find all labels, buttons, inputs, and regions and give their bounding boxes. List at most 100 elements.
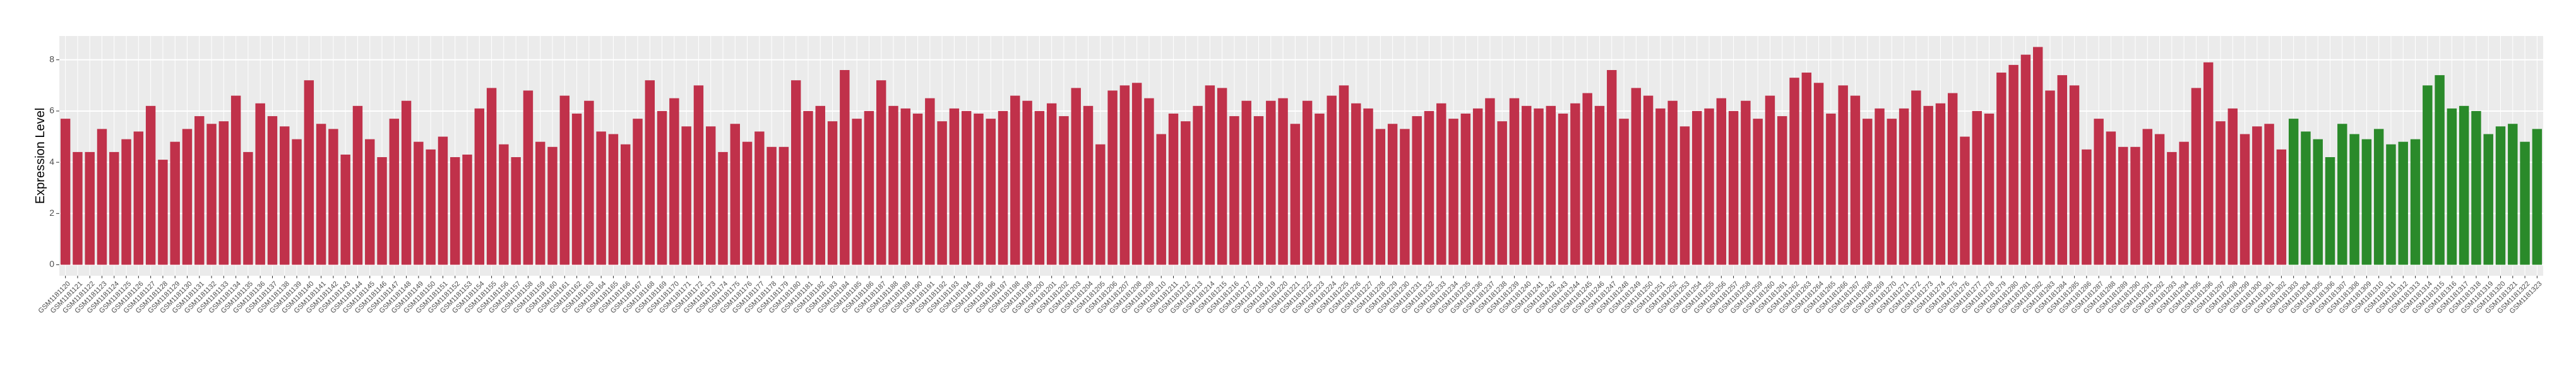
bar [1582,93,1592,265]
bar [1594,105,1605,265]
bar [1679,126,1690,265]
bar [2118,146,2128,265]
bar [2301,131,2311,265]
bar [888,105,898,265]
bar [2094,119,2104,265]
bar [1850,95,1861,265]
bar [2264,124,2274,265]
bar [608,134,619,265]
bar [2008,64,2018,265]
bar [852,119,862,265]
bar [1472,108,1483,265]
bar [2154,134,2165,265]
bar [1534,108,1544,265]
bar [681,126,691,265]
bar [1144,98,1154,265]
bar [1826,114,1836,265]
bar [1911,90,1921,265]
bar [1619,119,1629,265]
bar [1083,105,1094,265]
bar [1777,116,1787,265]
bar [1022,100,1032,265]
bar [1887,119,1897,265]
bar [1278,98,1288,265]
bar [401,100,412,265]
bar [2495,126,2506,265]
bar [876,80,886,265]
bar [486,88,497,265]
bar [937,121,947,265]
bar [1424,110,1434,265]
bar [1217,88,1227,265]
bar [2179,141,2189,265]
bar [182,129,193,265]
bar [267,116,278,265]
bar [1156,134,1166,265]
bar [109,151,119,265]
bar [1984,114,1995,265]
bar [693,85,704,265]
bar [584,100,594,265]
bar [1363,108,1373,265]
bar [1875,108,1885,265]
bar [2020,54,2031,265]
bar [2483,134,2493,265]
bar [2142,129,2152,265]
bar [462,154,472,265]
bar [292,139,302,265]
bar [377,157,387,265]
bar [121,139,131,265]
bar [998,110,1008,265]
bar [1168,114,1179,265]
bar [1704,108,1714,265]
y-tick-label: 2 [49,208,54,218]
bar [961,110,972,265]
bar [474,108,485,265]
bar [304,80,314,265]
bar [705,126,716,265]
bar [2167,151,2177,265]
bar [925,98,935,265]
bar [1972,110,1982,265]
bar [2191,88,2202,265]
bar [2532,129,2543,265]
bar [389,119,400,265]
bar [1229,116,1239,265]
bar [280,126,290,265]
bar [2349,134,2359,265]
bar [1010,95,1020,265]
bar [499,144,509,265]
bar [158,160,168,265]
bar [1339,85,1349,265]
bar [1119,85,1130,265]
bar [2082,149,2092,265]
bar [1107,90,1118,265]
bar [328,129,338,265]
plot-panel [59,36,2543,276]
bar [523,90,534,265]
bar [1095,144,1106,265]
bar [2471,110,2481,265]
bar [1558,114,1568,265]
bar [206,124,217,265]
bar [2032,47,2043,265]
bar [316,124,326,265]
bar [2252,126,2262,265]
bar [1181,121,1191,265]
bar [414,141,424,265]
bar [803,110,813,265]
bar [815,105,825,265]
bar [790,80,801,265]
bar [1643,95,1654,265]
bar [1935,103,1946,265]
bar [1741,100,1751,265]
bar [1412,116,1422,265]
bar [657,110,667,265]
bar [1400,129,1410,265]
bar [1315,114,1325,265]
bar [1448,119,1458,265]
bar [754,131,765,265]
bar [718,151,728,265]
bar [2227,108,2238,265]
bar [1522,105,1532,265]
